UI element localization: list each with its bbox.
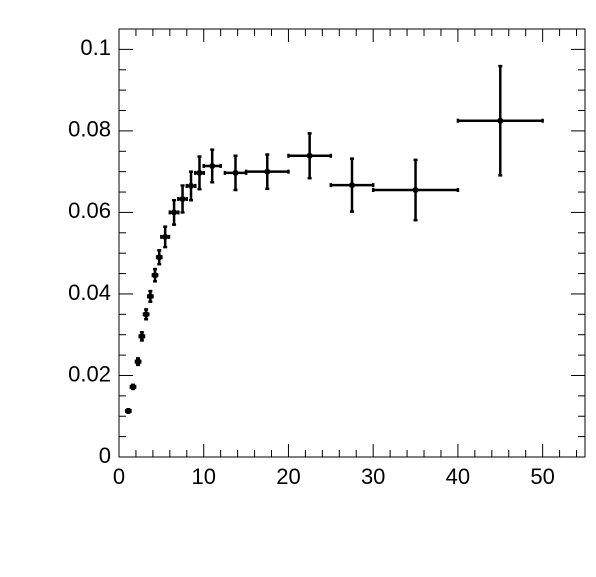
point xyxy=(188,182,195,189)
x-tick-label: 10 xyxy=(191,464,215,489)
x-tick-label: 0 xyxy=(113,464,125,489)
point xyxy=(156,254,163,261)
point xyxy=(162,233,169,240)
point xyxy=(143,311,150,318)
x-tick-label: 30 xyxy=(361,464,385,489)
point xyxy=(147,293,154,300)
point xyxy=(152,272,159,279)
x-tick-label: 50 xyxy=(530,464,554,489)
point xyxy=(196,169,203,176)
y-tick-label: 0.02 xyxy=(68,361,111,386)
y-tick-label: 0.1 xyxy=(80,35,111,60)
frame xyxy=(118,28,586,458)
x-tick-label: 20 xyxy=(276,464,300,489)
point xyxy=(135,358,142,365)
point xyxy=(171,209,178,216)
y-tick-label: 0 xyxy=(99,443,111,468)
y-tick-label: 0.08 xyxy=(68,117,111,142)
point xyxy=(129,383,136,390)
point xyxy=(232,169,239,176)
point xyxy=(306,152,313,159)
point xyxy=(497,117,504,124)
point xyxy=(138,333,145,340)
point xyxy=(125,407,132,414)
point xyxy=(209,162,216,169)
point xyxy=(412,187,419,194)
x-tick-label: 40 xyxy=(446,464,470,489)
y-tick-label: 0.06 xyxy=(68,198,111,223)
point xyxy=(264,168,271,175)
point xyxy=(179,195,186,202)
y-tick-label: 0.04 xyxy=(68,280,111,305)
point xyxy=(349,182,355,189)
